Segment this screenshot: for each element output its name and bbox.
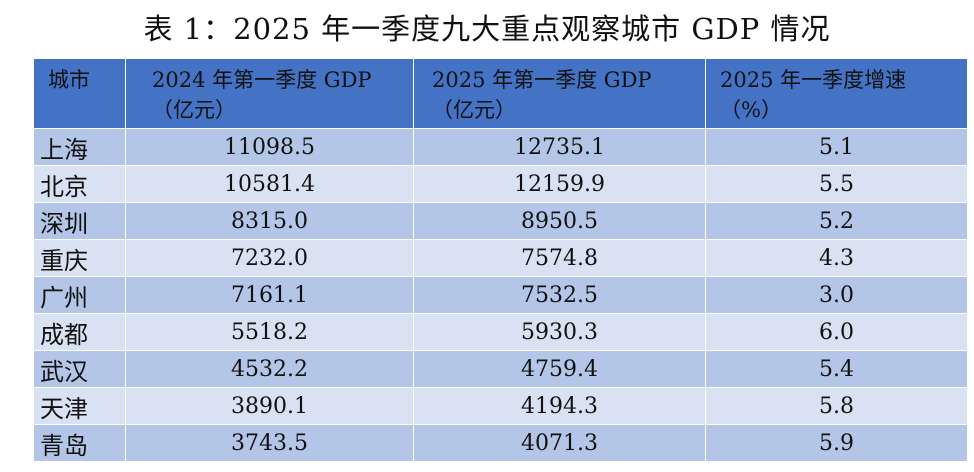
header-gdp-2024-line1: 2024 年第一季度 GDP: [152, 68, 372, 92]
header-city-label: 城市: [48, 68, 90, 92]
table-title: 表 1：2025 年一季度九大重点观察城市 GDP 情况: [143, 12, 831, 46]
cell-gdp-2025: 8950.5: [413, 202, 706, 240]
cell-gdp-2025: 12735.1: [413, 128, 706, 166]
cell-city: 广州: [33, 276, 126, 314]
cell-gdp-2024: 8315.0: [125, 202, 414, 240]
table-row: 深圳 8315.0 8950.5 5.2: [33, 202, 968, 240]
table-row: 成都 5518.2 5930.3 6.0: [33, 313, 968, 351]
cell-city: 青岛: [33, 424, 126, 462]
cell-city: 成都: [33, 313, 126, 351]
header-city: 城市: [33, 58, 126, 129]
cell-city: 重庆: [33, 239, 126, 277]
table-row: 上海 11098.5 12735.1 5.1: [33, 128, 968, 166]
cell-gdp-2025: 12159.9: [413, 165, 706, 203]
header-growth: 2025 年一季度增速 （%）: [705, 58, 968, 129]
table-row: 重庆 7232.0 7574.8 4.3: [33, 239, 968, 277]
cell-city: 上海: [33, 128, 126, 166]
header-growth-unit: （%）: [720, 98, 782, 122]
cell-growth: 5.5: [705, 165, 968, 203]
cell-gdp-2025: 7532.5: [413, 276, 706, 314]
cell-growth: 5.2: [705, 202, 968, 240]
cell-gdp-2025: 5930.3: [413, 313, 706, 351]
cell-gdp-2024: 4532.2: [125, 350, 414, 388]
cell-gdp-2025: 4071.3: [413, 424, 706, 462]
cell-growth: 5.1: [705, 128, 968, 166]
cell-gdp-2025: 7574.8: [413, 239, 706, 277]
table-row: 广州 7161.1 7532.5 3.0: [33, 276, 968, 314]
cell-growth: 6.0: [705, 313, 968, 351]
header-gdp-2025-unit: （亿元）: [432, 98, 516, 122]
cell-city: 武汉: [33, 350, 126, 388]
cell-gdp-2024: 7232.0: [125, 239, 414, 277]
gdp-table: 城市 2024 年第一季度 GDP （亿元） 2025 年第一季度 GDP （亿…: [33, 58, 968, 462]
cell-gdp-2024: 11098.5: [125, 128, 414, 166]
cell-city: 北京: [33, 165, 126, 203]
cell-gdp-2024: 3743.5: [125, 424, 414, 462]
cell-growth: 5.8: [705, 387, 968, 425]
header-gdp-2024: 2024 年第一季度 GDP （亿元）: [125, 58, 414, 129]
cell-city: 深圳: [33, 202, 126, 240]
cell-growth: 5.4: [705, 350, 968, 388]
cell-gdp-2024: 7161.1: [125, 276, 414, 314]
table-row: 武汉 4532.2 4759.4 5.4: [33, 350, 968, 388]
cell-growth: 5.9: [705, 424, 968, 462]
table-body: 上海 11098.5 12735.1 5.1 北京 10581.4 12159.…: [33, 128, 968, 462]
cell-growth: 3.0: [705, 276, 968, 314]
table-row: 青岛 3743.5 4071.3 5.9: [33, 424, 968, 462]
header-gdp-2025-line1: 2025 年第一季度 GDP: [432, 68, 652, 92]
cell-growth: 4.3: [705, 239, 968, 277]
table-row: 天津 3890.1 4194.3 5.8: [33, 387, 968, 425]
cell-gdp-2024: 3890.1: [125, 387, 414, 425]
table-row: 北京 10581.4 12159.9 5.5: [33, 165, 968, 203]
cell-city: 天津: [33, 387, 126, 425]
cell-gdp-2025: 4194.3: [413, 387, 706, 425]
cell-gdp-2025: 4759.4: [413, 350, 706, 388]
header-row: 城市 2024 年第一季度 GDP （亿元） 2025 年第一季度 GDP （亿…: [33, 58, 968, 129]
header-growth-line1: 2025 年一季度增速: [720, 68, 907, 92]
cell-gdp-2024: 10581.4: [125, 165, 414, 203]
header-gdp-2024-unit: （亿元）: [152, 98, 236, 122]
header-gdp-2025: 2025 年第一季度 GDP （亿元）: [413, 58, 706, 129]
cell-gdp-2024: 5518.2: [125, 313, 414, 351]
table-header: 城市 2024 年第一季度 GDP （亿元） 2025 年第一季度 GDP （亿…: [33, 58, 968, 129]
